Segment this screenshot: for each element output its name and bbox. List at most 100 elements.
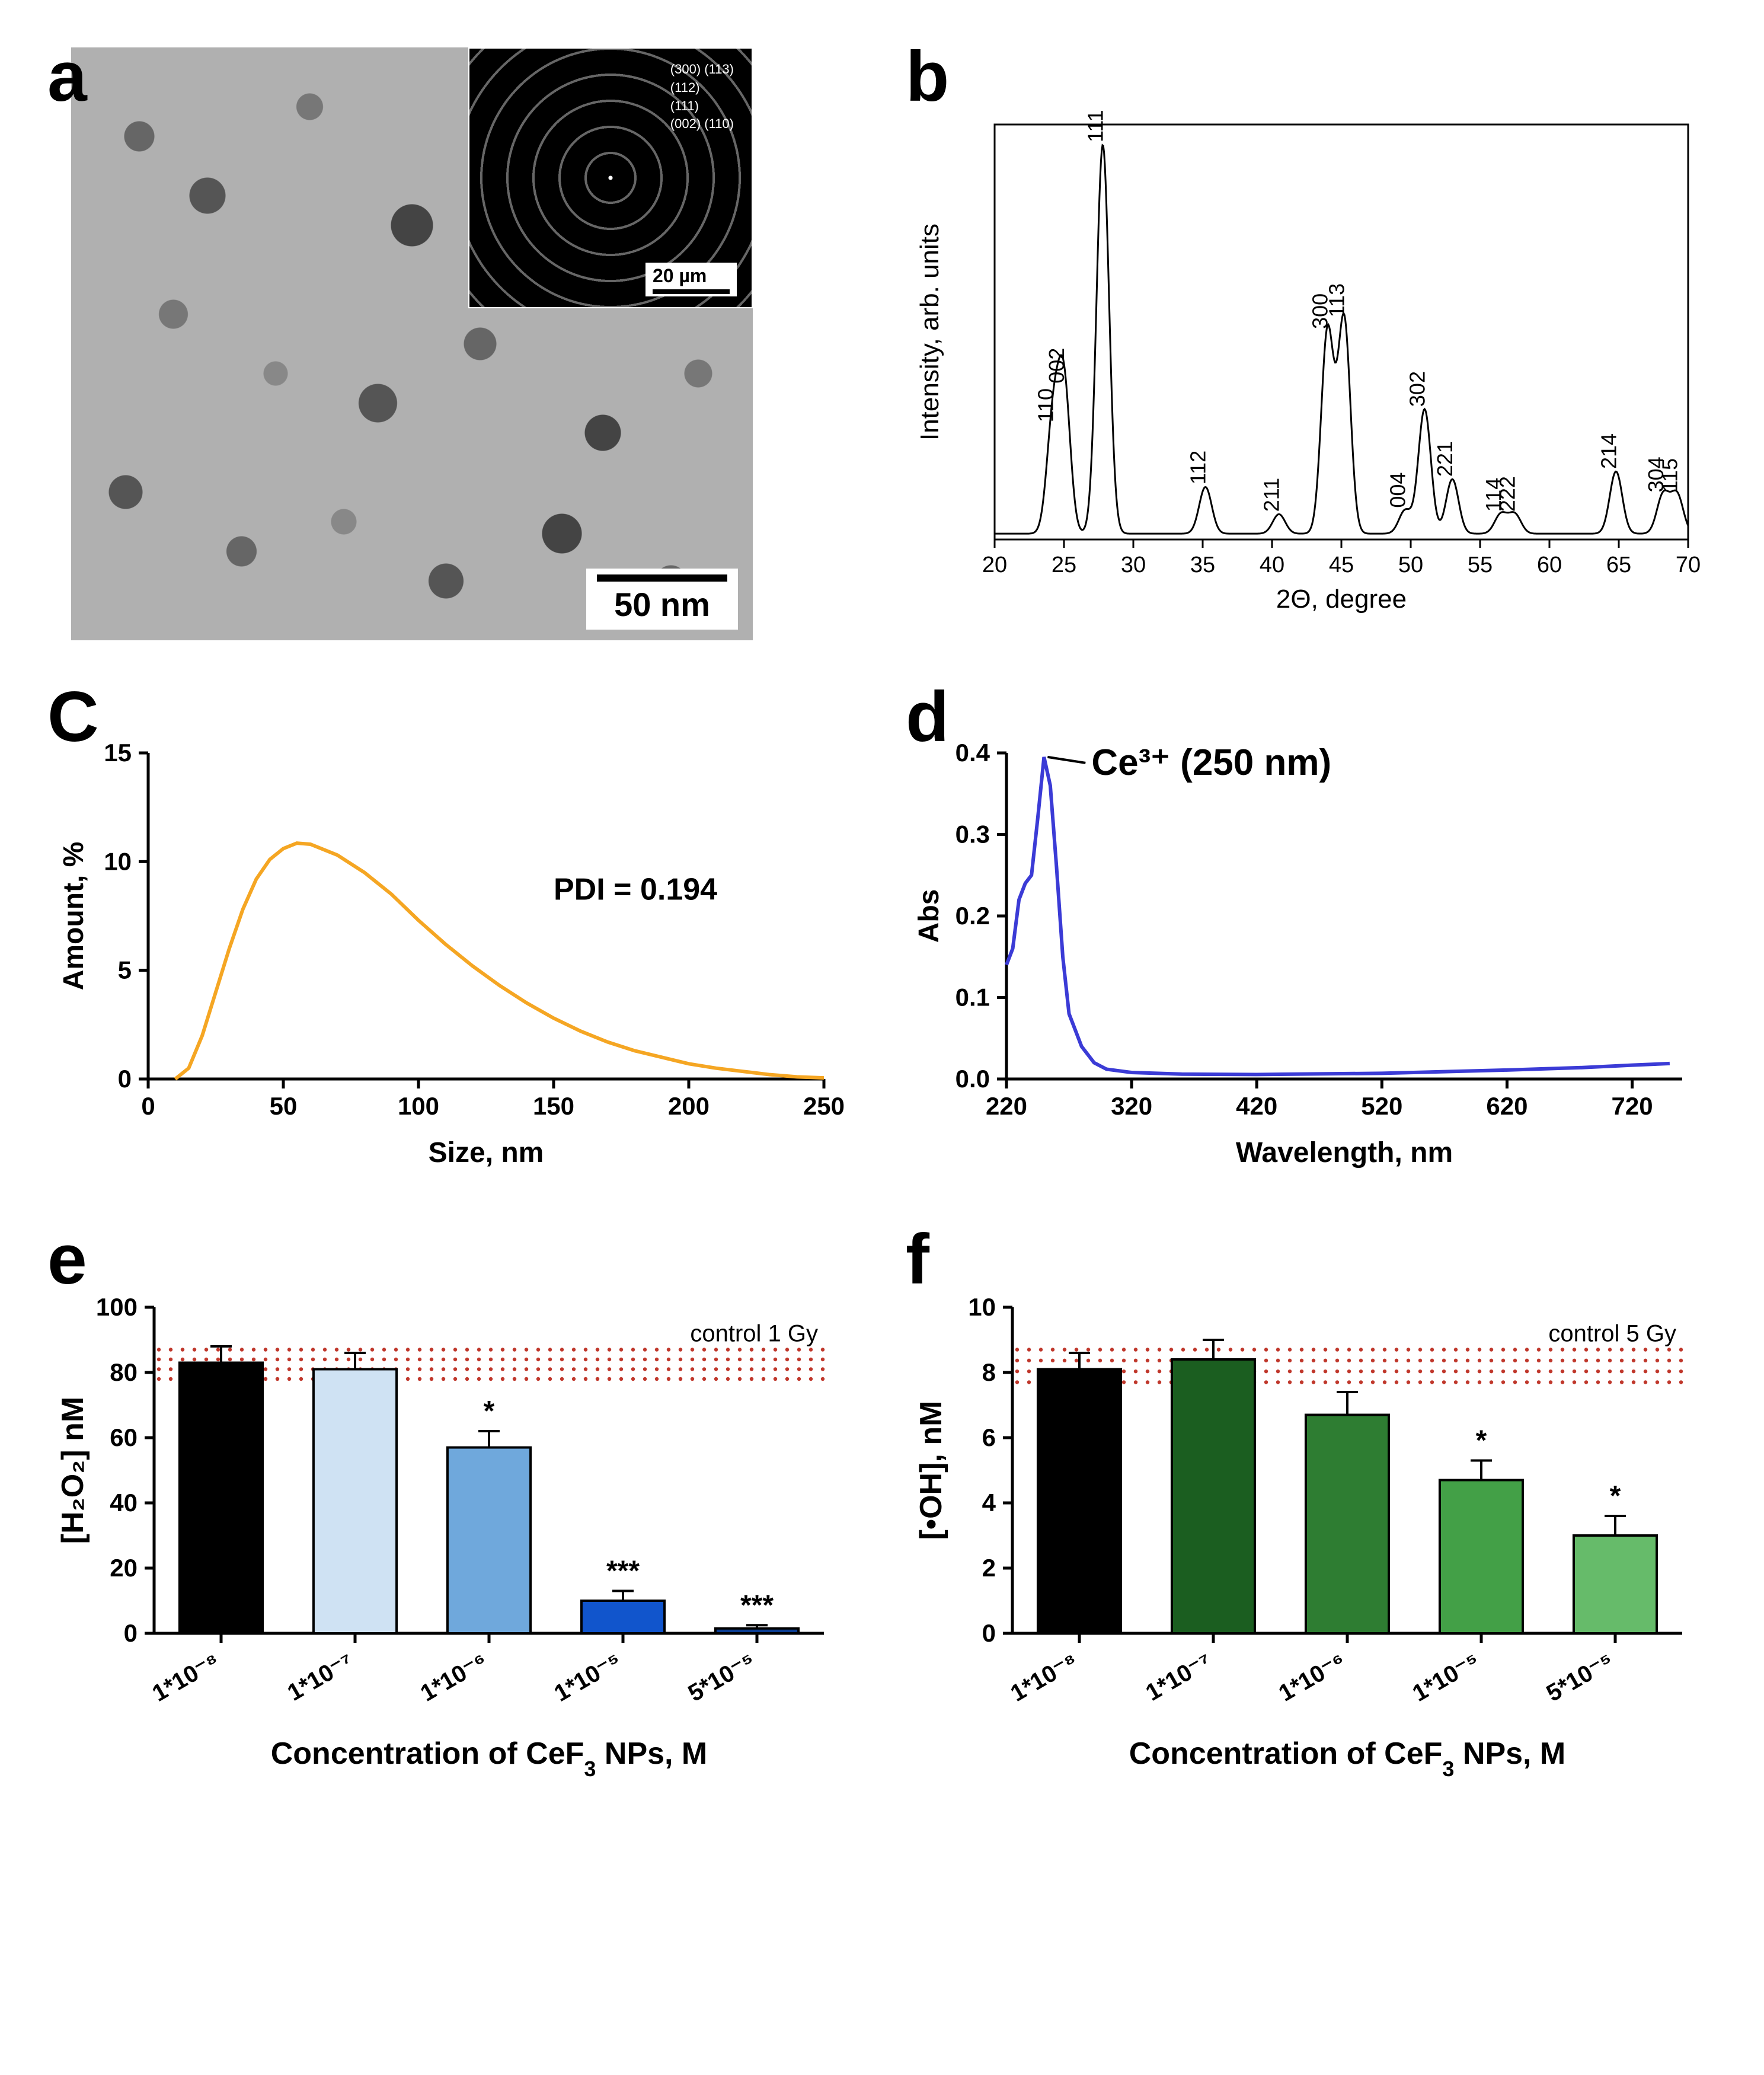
- svg-text:222: 222: [1495, 476, 1520, 512]
- svg-text:*: *: [1476, 1425, 1487, 1457]
- svg-text:35: 35: [1190, 553, 1215, 577]
- tem-scalebar: 50 nm: [586, 569, 738, 630]
- saed-idx-2: (111): [670, 97, 734, 116]
- svg-text:Amount, %: Amount, %: [58, 842, 90, 991]
- svg-text:115: 115: [1657, 458, 1682, 492]
- svg-text:40: 40: [110, 1489, 138, 1517]
- svg-text:1*10⁻⁷: 1*10⁻⁷: [1142, 1648, 1216, 1706]
- svg-text:0: 0: [982, 1619, 996, 1647]
- svg-text:110: 110: [1033, 388, 1057, 422]
- panel-a: a (300) (113) (112) (111) (002) (110) 20…: [47, 36, 858, 640]
- svg-text:0.3: 0.3: [956, 821, 990, 848]
- svg-text:15: 15: [104, 739, 132, 767]
- svg-text:2Θ, degree: 2Θ, degree: [1276, 585, 1407, 614]
- svg-text:420: 420: [1236, 1092, 1277, 1120]
- svg-text:1*10⁻⁸: 1*10⁻⁸: [148, 1648, 224, 1707]
- svg-text:1*10⁻⁷: 1*10⁻⁷: [283, 1648, 358, 1706]
- svg-text:0: 0: [141, 1092, 155, 1120]
- svg-text:***: ***: [740, 1589, 774, 1621]
- saed-idx-3: (002) (110): [670, 115, 734, 133]
- svg-text:0.2: 0.2: [956, 902, 990, 930]
- svg-text:100: 100: [96, 1293, 138, 1321]
- tem-micrograph: (300) (113) (112) (111) (002) (110) 20 µ…: [71, 47, 753, 640]
- svg-text:200: 200: [668, 1092, 710, 1120]
- svg-text:10: 10: [104, 847, 132, 875]
- svg-text:40: 40: [1260, 553, 1284, 577]
- svg-text:320: 320: [1111, 1092, 1152, 1120]
- panel-c: C 050100150200250051015PDI = 0.194Size, …: [47, 676, 858, 1183]
- svg-text:45: 45: [1329, 553, 1354, 577]
- panel-b: b 20253035404550556065701100021111122113…: [906, 36, 1717, 640]
- svg-text:100: 100: [398, 1092, 439, 1120]
- svg-text:0: 0: [124, 1619, 138, 1647]
- saed-idx-1: (112): [670, 79, 734, 97]
- svg-text:Size, nm: Size, nm: [429, 1137, 544, 1169]
- svg-text:5*10⁻⁵: 5*10⁻⁵: [684, 1648, 760, 1707]
- svg-text:214: 214: [1596, 433, 1621, 469]
- svg-text:250: 250: [803, 1092, 845, 1120]
- svg-text:1*10⁻⁶: 1*10⁻⁶: [416, 1648, 492, 1707]
- svg-text:0.4: 0.4: [956, 739, 990, 767]
- svg-text:113: 113: [1325, 283, 1349, 317]
- h2o2-bar-plot: 020406080100control 1 Gy1*10⁻⁸1*10⁻⁷*1*1…: [47, 1218, 858, 1784]
- svg-text:20: 20: [982, 553, 1007, 577]
- panel-d-label: d: [906, 676, 949, 758]
- svg-text:1*10⁻⁵: 1*10⁻⁵: [550, 1648, 626, 1707]
- xrd-plot: 2025303540455055606570110002111112211300…: [906, 36, 1717, 631]
- svg-text:220: 220: [986, 1092, 1027, 1120]
- panel-e: e 020406080100control 1 Gy1*10⁻⁸1*10⁻⁷*1…: [47, 1218, 858, 1784]
- svg-text:***: ***: [606, 1556, 640, 1587]
- svg-text:1*10⁻⁸: 1*10⁻⁸: [1006, 1648, 1082, 1707]
- svg-text:720: 720: [1612, 1092, 1653, 1120]
- svg-text:control 1 Gy: control 1 Gy: [690, 1321, 818, 1347]
- svg-text:10: 10: [968, 1293, 996, 1321]
- saed-scalebar: 20 µm: [645, 263, 737, 296]
- size-dist-plot: 050100150200250051015PDI = 0.194Size, nm…: [47, 676, 858, 1183]
- svg-text:[H₂O₂] nM: [H₂O₂] nM: [56, 1397, 90, 1544]
- svg-text:150: 150: [533, 1092, 574, 1120]
- svg-text:Abs: Abs: [913, 889, 945, 943]
- figure-grid: a (300) (113) (112) (111) (002) (110) 20…: [47, 36, 1717, 1784]
- svg-text:Wavelength, nm: Wavelength, nm: [1236, 1137, 1453, 1169]
- oh-bar-plot: 0246810control 5 Gy1*10⁻⁸1*10⁻⁷1*10⁻⁶*1*…: [906, 1218, 1717, 1784]
- svg-text:[•OH], nM: [•OH], nM: [914, 1401, 948, 1540]
- svg-text:620: 620: [1486, 1092, 1527, 1120]
- svg-text:Concentration of CeF3 NPs, M: Concentration of CeF3 NPs, M: [1129, 1736, 1566, 1781]
- panel-f: f 0 2 4 6 8 10 control 5 Gy 1*10⁻⁸ 1*10⁻⁷ 1*10⁻⁶ *…: [906, 1218, 1717, 1784]
- svg-text:6: 6: [982, 1423, 996, 1451]
- svg-text:65: 65: [1606, 553, 1631, 577]
- saed-inset: (300) (113) (112) (111) (002) (110) 20 µ…: [468, 47, 753, 308]
- svg-text:5: 5: [118, 956, 132, 984]
- svg-text:8: 8: [982, 1358, 996, 1386]
- svg-text:5*10⁻⁵: 5*10⁻⁵: [1542, 1648, 1618, 1707]
- svg-text:50: 50: [270, 1092, 298, 1120]
- svg-text:Intensity, arb. units: Intensity, arb. units: [915, 224, 944, 440]
- svg-text:55: 55: [1468, 553, 1493, 577]
- svg-text:50: 50: [1398, 553, 1423, 577]
- svg-text:Ce³⁺ (250 nm): Ce³⁺ (250 nm): [1091, 742, 1331, 783]
- svg-text:PDI = 0.194: PDI = 0.194: [554, 873, 717, 907]
- svg-text:4: 4: [982, 1489, 996, 1517]
- svg-text:0.1: 0.1: [956, 984, 990, 1011]
- svg-text:004: 004: [1386, 473, 1410, 508]
- panel-d: d 2203204205206207200.00.10.20.30.4Ce³⁺ …: [906, 676, 1717, 1183]
- svg-text:60: 60: [110, 1423, 138, 1451]
- panel-b-label: b: [906, 36, 949, 117]
- svg-text:70: 70: [1676, 553, 1701, 577]
- svg-text:0.0: 0.0: [956, 1065, 990, 1093]
- svg-text:control 5 Gy: control 5 Gy: [1548, 1321, 1676, 1347]
- svg-text:002: 002: [1044, 348, 1069, 384]
- panel-f-label: f: [906, 1218, 929, 1300]
- svg-text:1*10⁻⁶: 1*10⁻⁶: [1274, 1648, 1350, 1707]
- panel-a-label: a: [47, 36, 87, 117]
- svg-text:Concentration of CeF3 NPs, M: Concentration of CeF3 NPs, M: [271, 1736, 708, 1781]
- svg-text:112: 112: [1186, 451, 1210, 484]
- svg-text:2: 2: [982, 1554, 996, 1582]
- svg-text:302: 302: [1405, 371, 1429, 407]
- svg-text:30: 30: [1121, 553, 1146, 577]
- svg-text:*: *: [1610, 1480, 1621, 1512]
- svg-text:20: 20: [110, 1554, 138, 1582]
- svg-text:111: 111: [1084, 110, 1108, 142]
- uv-vis-plot: 2203204205206207200.00.10.20.30.4Ce³⁺ (2…: [906, 676, 1717, 1183]
- svg-text:80: 80: [110, 1358, 138, 1386]
